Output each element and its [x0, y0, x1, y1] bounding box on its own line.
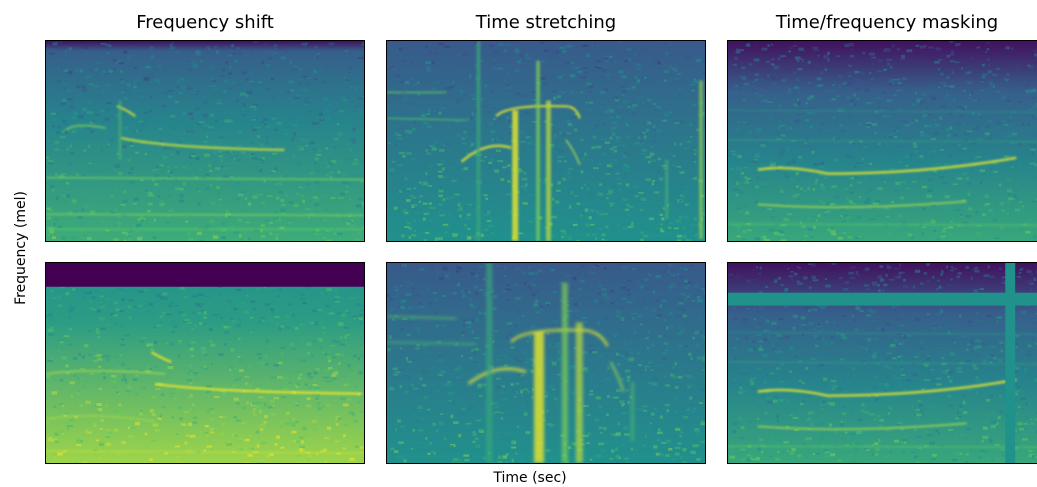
- spectrogram-noise: [46, 41, 364, 241]
- spectrogram-time-stretching-original: [386, 40, 706, 242]
- spectrogram-harmonics: [728, 109, 1037, 226]
- spectrogram-noise: [728, 263, 1037, 463]
- spectrogram-noise: [387, 41, 705, 241]
- y-axis-label: Frequency (mel): [13, 191, 29, 305]
- spectrogram-noise: [729, 41, 1037, 241]
- spectrogram-frequency-shift-augmented: [45, 262, 365, 464]
- spectrogram-harmonics: [728, 331, 1037, 448]
- p3-plot: [387, 263, 705, 463]
- frequency-mask-band: [728, 292, 1037, 306]
- spectrogram-harmonics: [387, 263, 635, 463]
- spectrogram-frequency-shift-original: [45, 40, 365, 242]
- time-mask-band: [1005, 263, 1016, 463]
- title-frequency-shift: Frequency shift: [136, 12, 274, 33]
- p4-plot: [728, 41, 1037, 241]
- title-time-stretching: Time stretching: [475, 12, 617, 33]
- spectrogram-time-frequency-masking-augmented: [727, 262, 1037, 464]
- spectrogram-harmonics: [46, 100, 364, 230]
- spectrogram-time-stretching-augmented: [386, 262, 706, 464]
- spectrogram-time-frequency-masking-original: [727, 40, 1037, 242]
- spectrogram-noise: [46, 263, 364, 463]
- spectrogram-harmonics: [46, 351, 364, 454]
- spectrogram-harmonics: [387, 41, 704, 241]
- p0-plot: [46, 41, 364, 241]
- frequency-shift-padding: [46, 263, 364, 287]
- p2-plot: [387, 41, 705, 241]
- x-axis-label: Time (sec): [493, 470, 567, 486]
- p1-plot: [46, 263, 364, 463]
- title-time-frequency-masking: Time/frequency masking: [775, 12, 999, 33]
- p5-plot: [728, 263, 1037, 463]
